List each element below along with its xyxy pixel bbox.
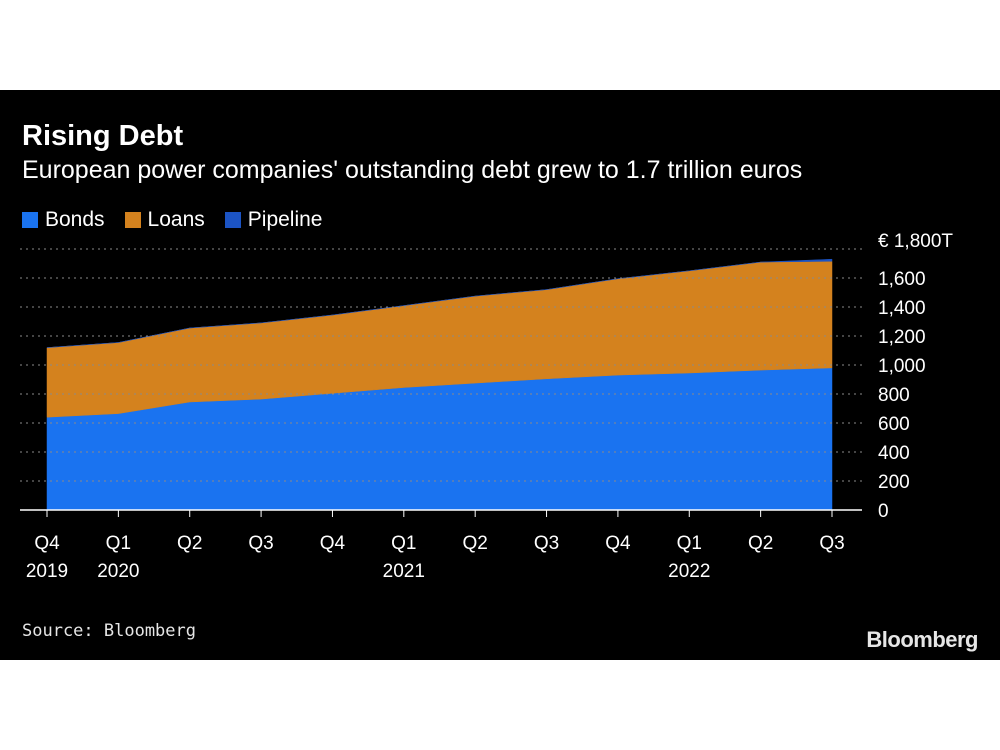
y-tick-label-1000: 1,000 — [878, 356, 926, 377]
source-note: Source: Bloomberg — [22, 621, 196, 641]
x-tick-label-quarter: Q3 — [819, 533, 844, 554]
x-tick-label-quarter: Q2 — [463, 533, 488, 554]
x-tick-label-quarter: Q2 — [177, 533, 202, 554]
legend-label-loans: Loans — [147, 208, 205, 231]
legend-label-pipeline: Pipeline — [247, 208, 323, 231]
y-tick-label-1400: 1,400 — [878, 298, 926, 319]
x-tick-label-quarter: Q4 — [605, 533, 631, 554]
y-tick-label-400: 400 — [878, 443, 910, 464]
legend-label-bonds: Bonds — [45, 208, 105, 231]
legend-item-pipeline: Pipeline — [224, 208, 323, 232]
bloomberg-logo: Bloomberg — [866, 627, 978, 652]
x-tick-label-year: 2020 — [97, 561, 139, 582]
x-tick-label-quarter: Q1 — [106, 533, 131, 554]
x-tick-label-quarter: Q1 — [391, 533, 416, 554]
x-tick-label-quarter: Q1 — [677, 533, 702, 554]
area-series-pipeline — [46, 258, 833, 348]
y-tick-label-200: 200 — [878, 472, 910, 493]
x-tick-label-quarter: Q4 — [34, 533, 60, 554]
legend: Bonds Loans Pipeline — [22, 208, 323, 232]
chart-panel: Rising Debt European power companies' ou… — [0, 90, 1000, 660]
chart-title: Rising Debt — [22, 120, 184, 152]
legend-swatch-loans — [124, 212, 141, 228]
x-tick-label-year: 2019 — [26, 561, 68, 582]
legend-item-bonds: Bonds — [22, 208, 105, 232]
x-tick-label-year: 2022 — [668, 561, 710, 582]
y-tick-label-0: 0 — [878, 501, 889, 522]
x-tick-label-quarter: Q3 — [534, 533, 559, 554]
chart-subtitle: European power companies' outstanding de… — [22, 156, 803, 184]
y-tick-label-1800: € 1,800T — [878, 231, 953, 252]
legend-item-loans: Loans — [124, 208, 205, 232]
y-tick-label-800: 800 — [878, 385, 910, 406]
stacked-area-chart: 0 200 400 600 800 1,000 1,200 1,400 1,600 € 1,800… — [20, 231, 953, 582]
legend-swatch-bonds — [22, 212, 38, 228]
legend-swatch-pipeline — [224, 212, 241, 228]
y-tick-label-1600: 1,600 — [878, 269, 926, 290]
y-tick-label-1200: 1,200 — [878, 327, 926, 348]
x-tick-label-quarter: Q2 — [748, 533, 773, 554]
x-tick-label-quarter: Q3 — [248, 533, 273, 554]
x-tick-label-quarter: Q4 — [320, 533, 346, 554]
x-tick-label-year: 2021 — [383, 561, 425, 582]
y-tick-label-600: 600 — [878, 414, 910, 435]
